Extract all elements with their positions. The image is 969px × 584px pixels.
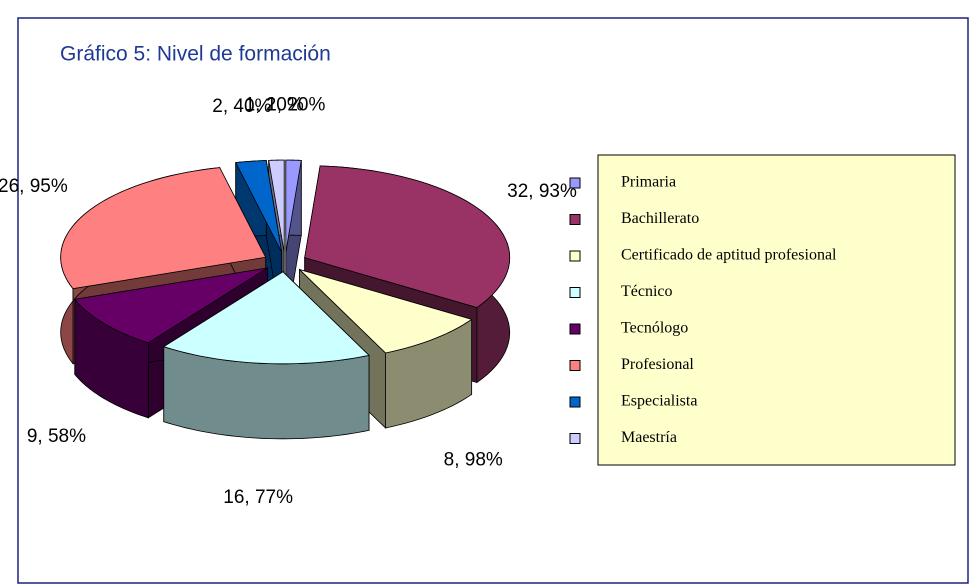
legend-swatch	[569, 177, 581, 189]
data-label: 1, 20%	[245, 94, 304, 115]
slice	[60, 167, 267, 290]
data-label: 8, 98%	[444, 449, 503, 470]
slice	[74, 267, 268, 344]
legend-swatch	[569, 250, 581, 262]
data-label: 26, 95%	[0, 176, 68, 197]
legend-label: Técnico	[621, 283, 673, 300]
slice	[162, 271, 370, 365]
legend-label: Maestría	[621, 429, 677, 446]
legend-label: Profesional	[621, 356, 694, 373]
data-label: 1, 20%	[266, 94, 325, 115]
legend-label: Certificado de aptitud profesional	[621, 247, 837, 264]
slice	[285, 159, 302, 253]
legend-label: Tecnólogo	[621, 320, 688, 337]
data-label: 2, 40%	[212, 96, 271, 117]
legend-label: Primaria	[621, 174, 676, 191]
slice	[299, 269, 473, 354]
data-label: 32, 93%	[507, 181, 577, 202]
legend-swatch	[569, 433, 581, 444]
legend-swatch	[569, 287, 581, 298]
legend-swatch	[569, 214, 581, 225]
legend-label: Bachillerato	[621, 210, 699, 227]
legend-swatch	[569, 396, 581, 408]
legend-label: Especialista	[621, 393, 697, 410]
data-label: 16, 77%	[223, 487, 293, 508]
legend-swatch	[569, 360, 581, 371]
slice	[268, 159, 285, 253]
data-label: 9, 58%	[27, 426, 86, 447]
legend	[597, 154, 956, 466]
slice	[304, 165, 511, 308]
slice	[235, 160, 283, 253]
legend-swatch	[569, 323, 581, 335]
chart-title: Gráfico 5: Nivel de formación	[60, 43, 331, 66]
